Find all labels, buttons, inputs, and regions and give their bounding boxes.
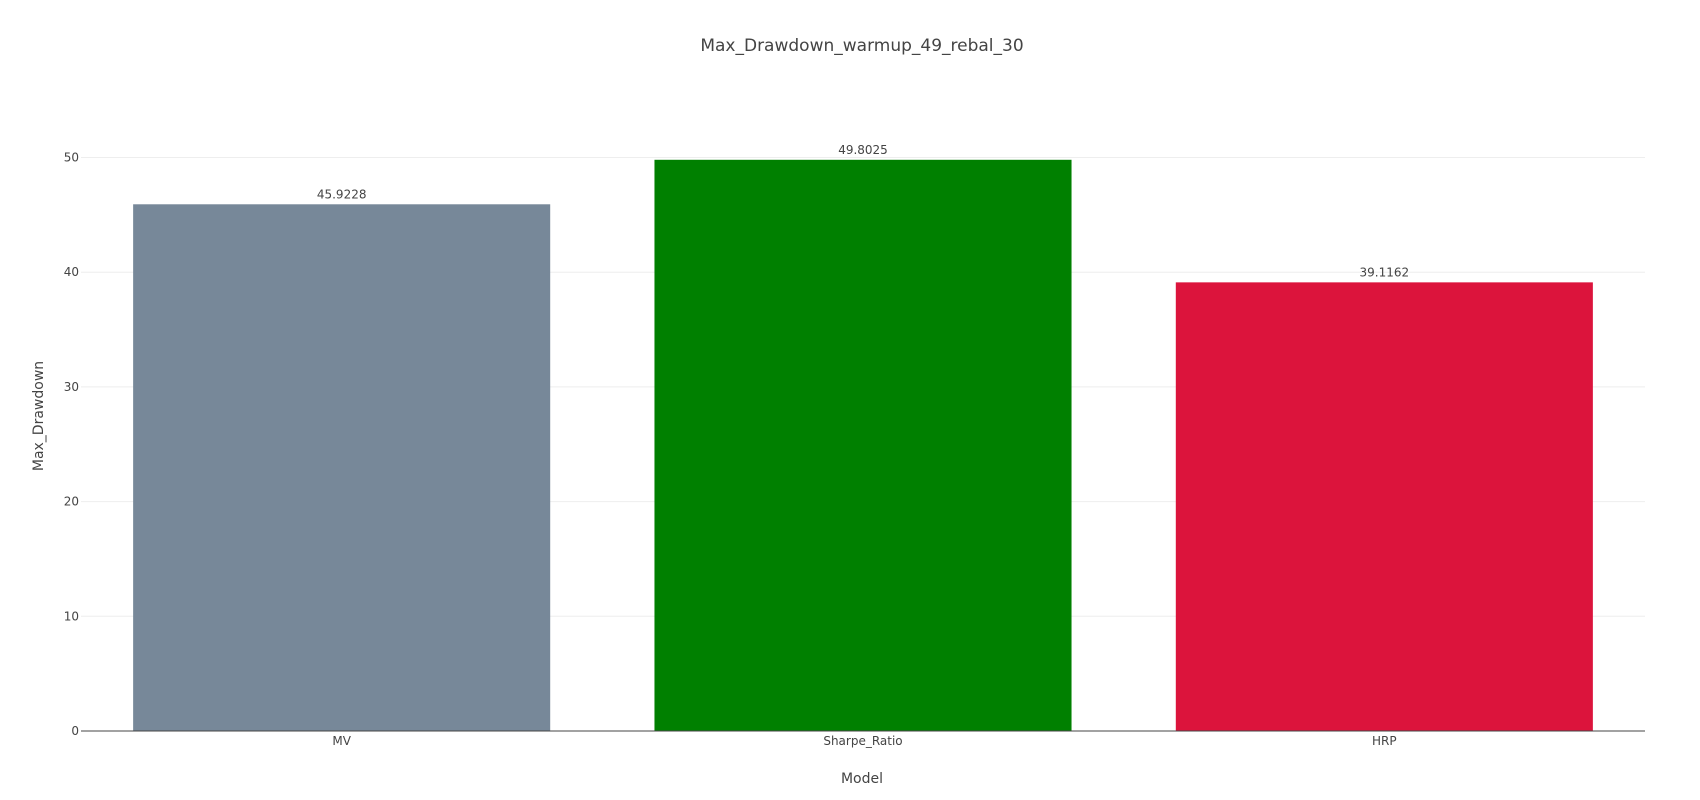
bar-value-label: 49.8025 [838, 143, 888, 157]
y-tick-label: 0 [71, 724, 79, 738]
y-tick-label: 30 [64, 380, 79, 394]
y-tick-label: 40 [64, 265, 79, 279]
y-tick-label: 50 [64, 151, 79, 165]
y-axis-title: Max_Drawdown [31, 361, 47, 471]
x-tick-label: MV [332, 734, 351, 748]
y-axis-ticks: 0 10 20 30 40 50 [64, 151, 79, 738]
bar-value-labels: 45.9228 49.8025 39.1162 [317, 143, 1409, 280]
x-axis-title: Model [841, 771, 883, 787]
x-tick-label: HRP [1372, 734, 1397, 748]
bar [654, 159, 1072, 731]
x-tick-label: Sharpe_Ratio [823, 734, 902, 748]
bar [133, 204, 551, 731]
y-tick-label: 20 [64, 495, 79, 509]
x-axis-ticks: MV Sharpe_Ratio HRP [332, 734, 1396, 748]
bar-value-label: 45.9228 [317, 187, 367, 201]
bar [1175, 282, 1593, 731]
chart-title: Max_Drawdown_warmup_49_rebal_30 [700, 36, 1023, 56]
y-tick-label: 10 [64, 609, 79, 623]
bars [133, 159, 1593, 731]
bar-value-label: 39.1162 [1360, 265, 1410, 279]
